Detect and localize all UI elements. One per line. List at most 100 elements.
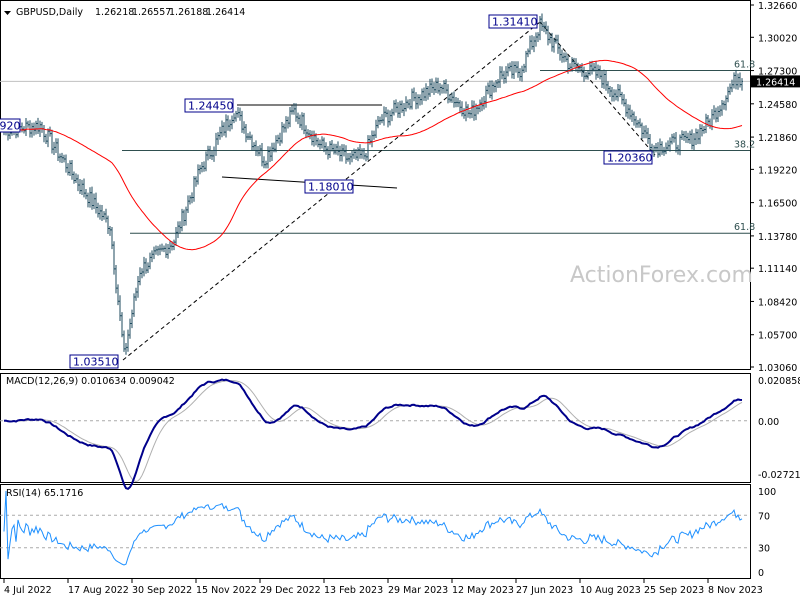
price-bar	[473, 100, 475, 121]
price-bar	[315, 133, 317, 146]
price-bar	[311, 130, 313, 146]
trend-line[interactable]	[539, 21, 656, 156]
price-bar	[597, 64, 599, 79]
watermark: ActionForex.com	[570, 263, 753, 288]
price-bar	[721, 99, 723, 116]
date-tick-label: 10 Aug 2023	[580, 585, 641, 596]
price-bar	[131, 309, 133, 329]
price-bar	[521, 65, 523, 82]
price-bar	[359, 144, 361, 159]
date-tick-label: 27 Jun 2023	[516, 585, 573, 596]
price-bar	[741, 78, 743, 91]
price-bar	[65, 154, 67, 173]
price-bar	[371, 130, 373, 148]
price-bar	[433, 82, 435, 95]
collapse-triangle-icon[interactable]	[4, 11, 11, 15]
price-annotation-box[interactable]	[69, 354, 119, 369]
price-tick-label: 1.16500	[758, 199, 797, 210]
price-bar	[49, 126, 51, 137]
price-bar	[609, 85, 611, 97]
price-bar	[385, 107, 387, 118]
date-tick-label: 8 Nov 2023	[708, 585, 763, 596]
rsi-line	[3, 490, 743, 566]
price-bar	[281, 121, 283, 144]
price-bar	[545, 21, 547, 35]
price-bar	[233, 113, 235, 124]
price-bar	[349, 152, 351, 165]
price-bar	[307, 129, 309, 138]
price-bar	[67, 163, 69, 176]
price-bar	[533, 36, 535, 53]
date-tick-label: 30 Sep 2022	[132, 585, 192, 596]
price-bar	[655, 142, 657, 153]
price-bar	[635, 116, 637, 128]
price-bar	[279, 132, 281, 146]
price-bar	[543, 21, 545, 33]
price-bar	[87, 192, 89, 208]
price-bar	[159, 244, 161, 256]
price-bar	[75, 173, 77, 184]
price-bar	[509, 62, 511, 72]
price-bar	[487, 82, 489, 95]
price-bar	[739, 72, 741, 88]
price-bar	[61, 152, 63, 163]
price-bar	[107, 215, 109, 234]
price-annotation-box[interactable]	[0, 118, 21, 133]
price-bar	[337, 141, 339, 156]
price-bar	[83, 178, 85, 198]
price-bar	[181, 208, 183, 232]
price-bar	[115, 265, 117, 294]
price-bar	[363, 148, 365, 160]
price-bar	[709, 118, 711, 129]
price-bar	[691, 129, 693, 150]
price-bar	[231, 115, 233, 130]
price-bar	[693, 133, 695, 150]
macd-signal-line	[3, 380, 743, 483]
price-bar	[623, 94, 625, 107]
price-bar	[77, 174, 79, 192]
price-annotation-box[interactable]	[488, 14, 538, 29]
date-tick-label: 29 Dec 2022	[260, 585, 321, 596]
price-bar	[687, 132, 689, 144]
price-bar	[391, 108, 393, 122]
rsi-tick-label: 70	[758, 511, 770, 522]
price-annotation-box[interactable]	[184, 98, 234, 113]
price-annotation-box[interactable]	[603, 150, 653, 165]
price-bar	[599, 65, 601, 80]
price-bar	[589, 61, 591, 76]
price-bar	[135, 287, 137, 301]
price-bar	[717, 106, 719, 123]
price-bar	[417, 94, 419, 109]
price-bar	[277, 134, 279, 144]
price-bar	[551, 32, 553, 52]
price-tick-label: 1.30020	[758, 33, 797, 44]
price-bar	[215, 132, 217, 156]
date-tick-label: 15 Nov 2022	[196, 585, 257, 596]
price-bar	[429, 78, 431, 97]
price-bar	[713, 105, 715, 120]
price-bar	[485, 85, 487, 108]
price-bar	[51, 129, 53, 154]
price-bar	[291, 105, 293, 115]
price-bar	[329, 141, 331, 158]
price-bar	[317, 137, 319, 148]
price-bar	[397, 102, 399, 118]
price-tick-label: 1.13780	[758, 232, 797, 243]
price-bar	[729, 83, 731, 95]
price-bar	[379, 116, 381, 125]
price-bar	[653, 145, 655, 158]
price-tick-label: 1.05700	[758, 331, 797, 342]
price-bar	[563, 52, 565, 63]
price-annotation-box[interactable]	[304, 179, 354, 194]
price-bar	[125, 342, 127, 355]
price-bar	[187, 195, 189, 214]
rsi-tick-label: 100	[758, 487, 776, 498]
price-bar	[237, 107, 239, 118]
price-bar	[657, 142, 659, 158]
price-bar	[303, 112, 305, 135]
current-price-label: 1.26414	[756, 77, 795, 88]
price-bar	[547, 25, 549, 46]
price-bar	[245, 123, 247, 143]
price-bar	[649, 133, 651, 152]
